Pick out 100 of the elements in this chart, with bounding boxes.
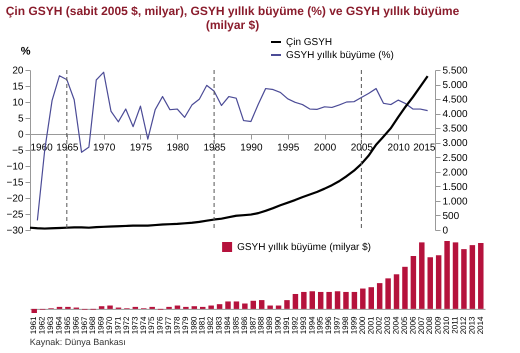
x-tick-label: 1976 [156, 316, 165, 334]
y-tick-label: −10 [6, 162, 24, 172]
x-tick-label: 1984 [223, 316, 232, 334]
bar [276, 306, 282, 309]
x-tick-label: 1991 [282, 316, 291, 334]
x-tick-label: 1999 [349, 316, 358, 334]
y-tick-label: 20 [12, 66, 24, 76]
x-tick-label: 2006 [408, 316, 418, 334]
bar [334, 291, 340, 309]
y-tick-label: 0 [18, 130, 24, 140]
bar [452, 242, 458, 309]
x-tick-label: 1978 [172, 316, 182, 334]
x-tick-label: 2003 [383, 316, 392, 334]
bar [368, 287, 374, 309]
x-tick-label: 1998 [340, 316, 350, 334]
y-tick-label: −5 [12, 146, 24, 156]
bar [31, 308, 37, 313]
x-tick-label: 1994 [307, 316, 316, 334]
y-tick-label: −30 [6, 226, 24, 236]
y2-tick-label: 3.500 [442, 124, 468, 135]
bar [478, 243, 484, 309]
bar [98, 306, 104, 309]
x-tick-label: 1995 [277, 142, 300, 154]
bar [343, 292, 349, 309]
x-tick-label: 1987 [248, 316, 258, 334]
bar [225, 301, 231, 309]
x-tick-label: 1988 [256, 316, 266, 334]
x-tick-label: 1964 [54, 316, 64, 334]
y-tick-label: −25 [6, 210, 24, 220]
x-tick-label: 1992 [290, 316, 300, 334]
y2-tick-label: 2.500 [442, 152, 468, 164]
x-tick-label: 1961 [29, 316, 38, 334]
x-tick-label: 1975 [147, 316, 156, 334]
bar [267, 306, 273, 309]
x-tick-label: 1963 [46, 316, 56, 334]
x-tick-label: 2011 [450, 316, 460, 334]
bar [419, 242, 425, 309]
bar [258, 300, 264, 309]
x-tick-label: 1985 [231, 316, 240, 334]
y2-tick-label: 5.000 [442, 80, 468, 92]
x-tick-label: 2012 [458, 316, 468, 334]
x-tick-label: 2010 [442, 316, 452, 334]
bar [208, 306, 214, 309]
x-tick-label: 1968 [88, 316, 98, 334]
bar [326, 292, 332, 309]
bar [402, 266, 408, 309]
bar [234, 301, 240, 309]
x-tick-label: 1970 [105, 316, 114, 334]
x-tick-label: 1962 [38, 316, 47, 334]
bar [284, 300, 290, 309]
legend-label: GSYH yıllık büyüme (milyar $) [237, 242, 372, 253]
x-tick-label: 1966 [71, 316, 80, 334]
y-axis-title: % [20, 46, 31, 58]
x-tick-label: 2000 [358, 316, 367, 334]
legend-label: GSYH yıllık büyüme (%) [286, 50, 394, 61]
x-tick-label: 1970 [93, 142, 116, 154]
bar [410, 256, 416, 309]
x-tick-label: 1986 [240, 316, 249, 334]
bar [376, 283, 382, 309]
x-tick-label: 1990 [274, 316, 283, 334]
y-tick-label: −15 [6, 178, 24, 188]
y2-tick-label: 3.000 [442, 138, 468, 150]
y2-tick-label: 2.000 [442, 167, 468, 178]
x-tick-label: 1977 [164, 316, 174, 334]
bar [292, 294, 298, 309]
y2-tick-label: 500 [442, 210, 460, 222]
legend-label: Çin GSYH [286, 37, 332, 48]
bar [470, 245, 476, 309]
y-tick-label: 5 [18, 114, 24, 124]
x-tick-label: 1972 [122, 316, 131, 334]
x-tick-label: 2005 [350, 142, 374, 154]
x-tick-label: 1965 [62, 316, 72, 334]
y2-tick-label: 4.500 [442, 94, 468, 106]
bar [107, 306, 113, 309]
x-tick-label: 1980 [189, 316, 198, 334]
x-tick-label: 2002 [374, 316, 384, 334]
x-tick-label: 1975 [130, 142, 153, 154]
y-tick-label: −20 [6, 194, 24, 204]
x-tick-label: 2013 [467, 316, 476, 334]
y2-tick-label: 1.500 [442, 182, 468, 193]
x-tick-label: 1981 [198, 316, 207, 334]
x-tick-label: 1965 [56, 142, 79, 154]
x-tick-label: 2000 [314, 142, 337, 154]
x-tick-label: 2004 [392, 316, 401, 334]
x-tick-label: 2008 [425, 316, 434, 334]
y2-tick-label: 5.500 [442, 66, 468, 76]
x-tick-label: 1979 [180, 316, 190, 334]
x-tick-label: 1985 [203, 142, 226, 154]
y2-tick-label: 4.000 [442, 109, 468, 120]
chart-title: Çin GSYH (sabit 2005 $, milyar), GSYH yıllık büyüme (%) ve GSYH yıllık büyüme (milyar $) [6, 4, 460, 32]
x-tick-label: 1989 [265, 316, 274, 334]
bar [216, 304, 222, 309]
x-tick-label: 2015 [413, 142, 436, 154]
x-tick-label: 1973 [130, 316, 140, 334]
x-tick-label: 1982 [206, 316, 216, 334]
y2-tick-label: 0 [442, 226, 448, 236]
x-tick-label: 1993 [298, 316, 308, 334]
x-tick-label: 2007 [416, 316, 426, 334]
bar [444, 241, 450, 309]
bar [436, 255, 442, 309]
